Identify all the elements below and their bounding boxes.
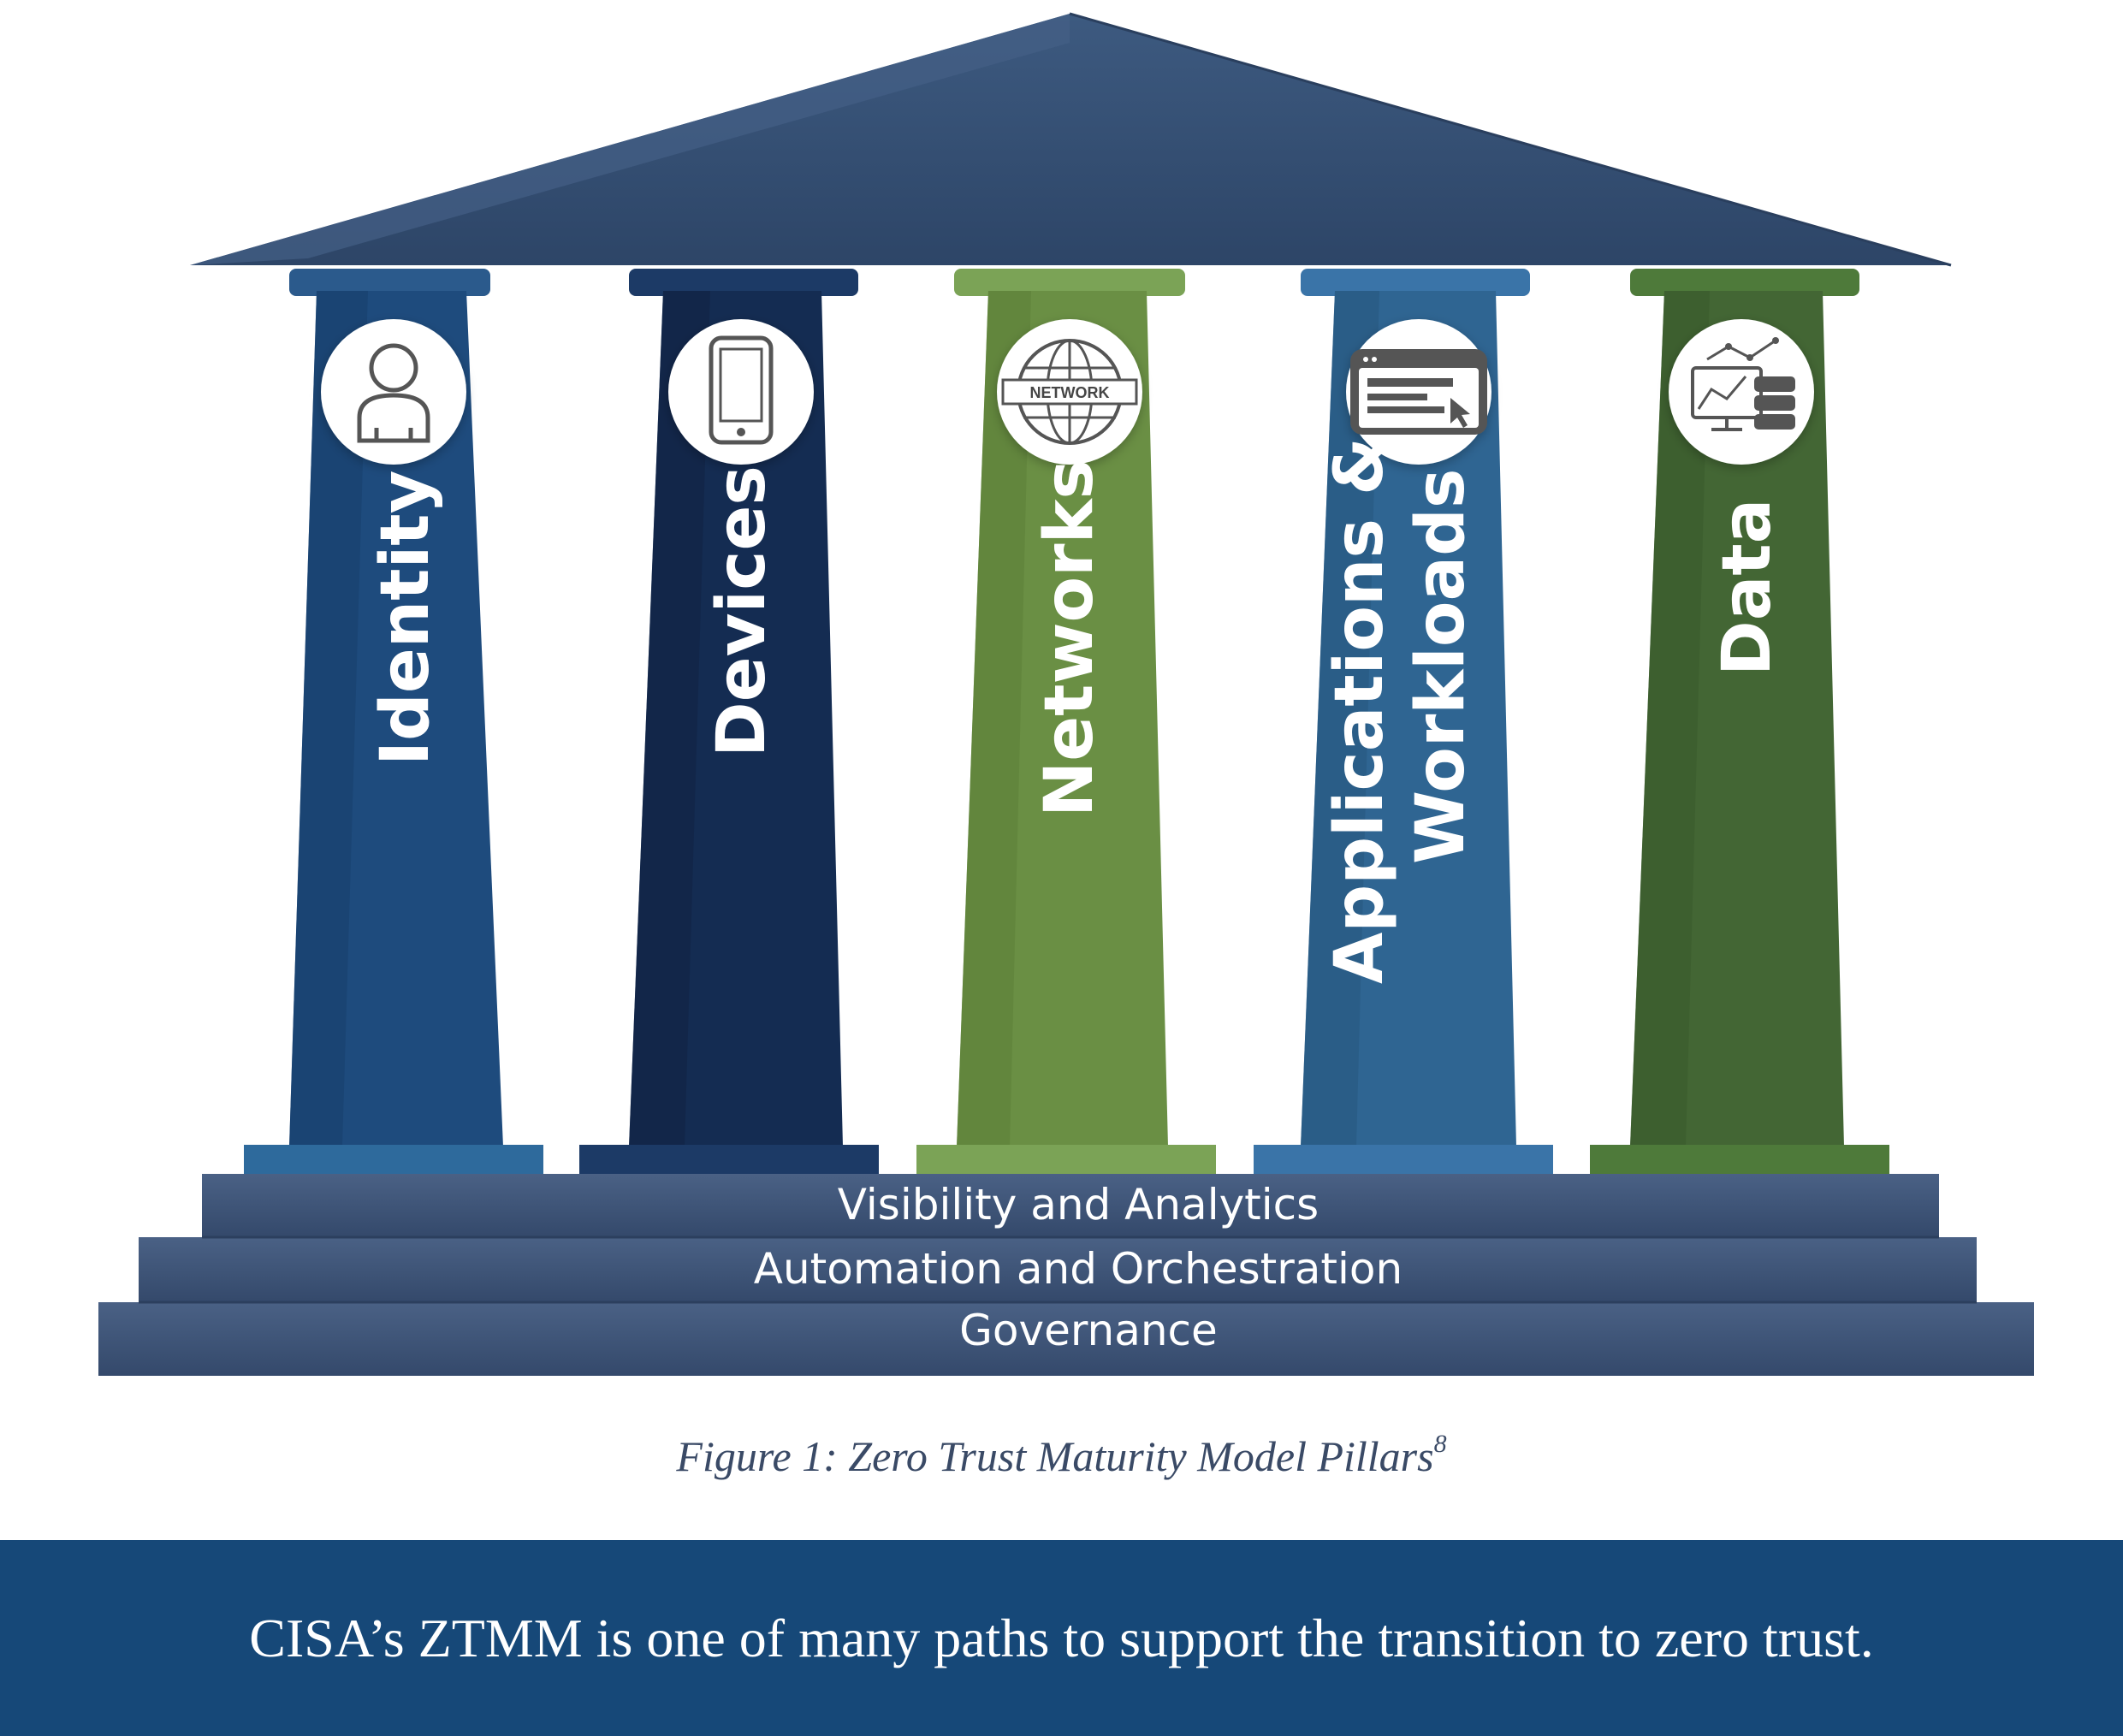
application-window-icon <box>1346 319 1491 465</box>
foundation-steps: Visibility and Analytics Automation and … <box>98 1174 2034 1376</box>
pillar-label-networks: Networks <box>1031 459 1108 817</box>
network-icon-text: NETWORK <box>1030 384 1110 401</box>
roof <box>190 12 1952 267</box>
mobile-device-icon <box>668 319 814 465</box>
foundation-label-governance: Governance <box>959 1306 1218 1355</box>
figure-caption: Figure 1: Zero Trust Maturity Model Pill… <box>0 1422 2123 1490</box>
network-globe-icon: NETWORK <box>997 319 1142 465</box>
foundation-label-automation: Automation and Orchestration <box>754 1244 1402 1294</box>
pillar-applications-workloads: Applications & Workloads <box>1254 269 1553 1176</box>
pillar-label-devices: Devices <box>703 465 780 757</box>
person-icon <box>321 319 466 465</box>
step-visibility <box>202 1174 1939 1237</box>
pillar-devices: Devices <box>579 269 879 1176</box>
figure-caption-footnote: 8 <box>1433 1430 1447 1458</box>
pillar-data: Data <box>1590 269 1889 1176</box>
zero-trust-pillars-diagram: Identity Devices NETWORK Netw <box>98 12 2034 1376</box>
pillar-networks: NETWORK Networks <box>916 269 1216 1176</box>
step-governance <box>98 1302 2034 1376</box>
pillar-identity: Identity <box>244 269 543 1176</box>
data-analytics-icon <box>1669 319 1814 465</box>
foundation-label-visibility: Visibility and Analytics <box>838 1180 1319 1229</box>
pillar-label-applications: Applications & <box>1321 437 1398 984</box>
figure-caption-text: Figure 1: Zero Trust Maturity Model Pill… <box>676 1432 1434 1480</box>
summary-banner-text: CISA’s ZTMM is one of many paths to supp… <box>249 1607 1874 1668</box>
step-automation <box>139 1237 1977 1302</box>
summary-banner: CISA’s ZTMM is one of many paths to supp… <box>0 1540 2123 1736</box>
pillar-label-identity: Identity <box>367 471 444 766</box>
pillar-label-data: Data <box>1709 499 1786 676</box>
pillar-label-workloads: Workloads <box>1402 469 1480 864</box>
